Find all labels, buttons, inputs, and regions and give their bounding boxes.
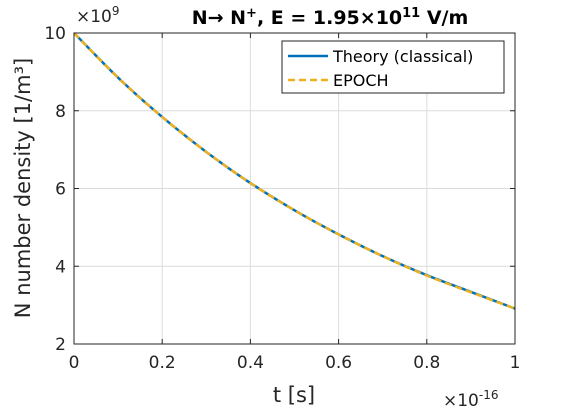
y-tick-label: 2 — [55, 335, 66, 355]
x-tick-label: 0.8 — [413, 353, 440, 373]
axis-ticks: 0 0.2 0.4 0.6 0.8 1 2 4 6 8 10 — [44, 24, 520, 373]
y-axis-multiplier: ×109 — [76, 4, 120, 27]
x-axis-multiplier: ×10-16 — [443, 388, 499, 411]
x-tick-label: 0.4 — [237, 353, 264, 373]
x-axis-label: t [s] — [273, 383, 315, 407]
legend: Theory (classical) EPOCH — [281, 40, 505, 94]
x-tick-label: 1 — [510, 353, 521, 373]
y-tick-label: 8 — [55, 102, 66, 122]
series-lines — [73, 32, 516, 310]
y-axis-label: N number density [1/m³] — [11, 58, 35, 318]
chart-title: N→ N+, E = 1.95×1011 V/m — [192, 6, 469, 30]
x-tick-label: 0 — [69, 353, 80, 373]
series-line-epoch — [73, 32, 516, 310]
x-tick-label: 0.2 — [149, 353, 176, 373]
y-tick-label: 4 — [55, 257, 66, 277]
legend-box — [281, 40, 505, 94]
legend-label-theory: Theory (classical) — [332, 47, 473, 66]
legend-label-epoch: EPOCH — [333, 71, 389, 90]
y-tick-label: 10 — [44, 24, 66, 44]
x-tick-label: 0.6 — [325, 353, 352, 373]
y-tick-label: 6 — [55, 180, 66, 200]
